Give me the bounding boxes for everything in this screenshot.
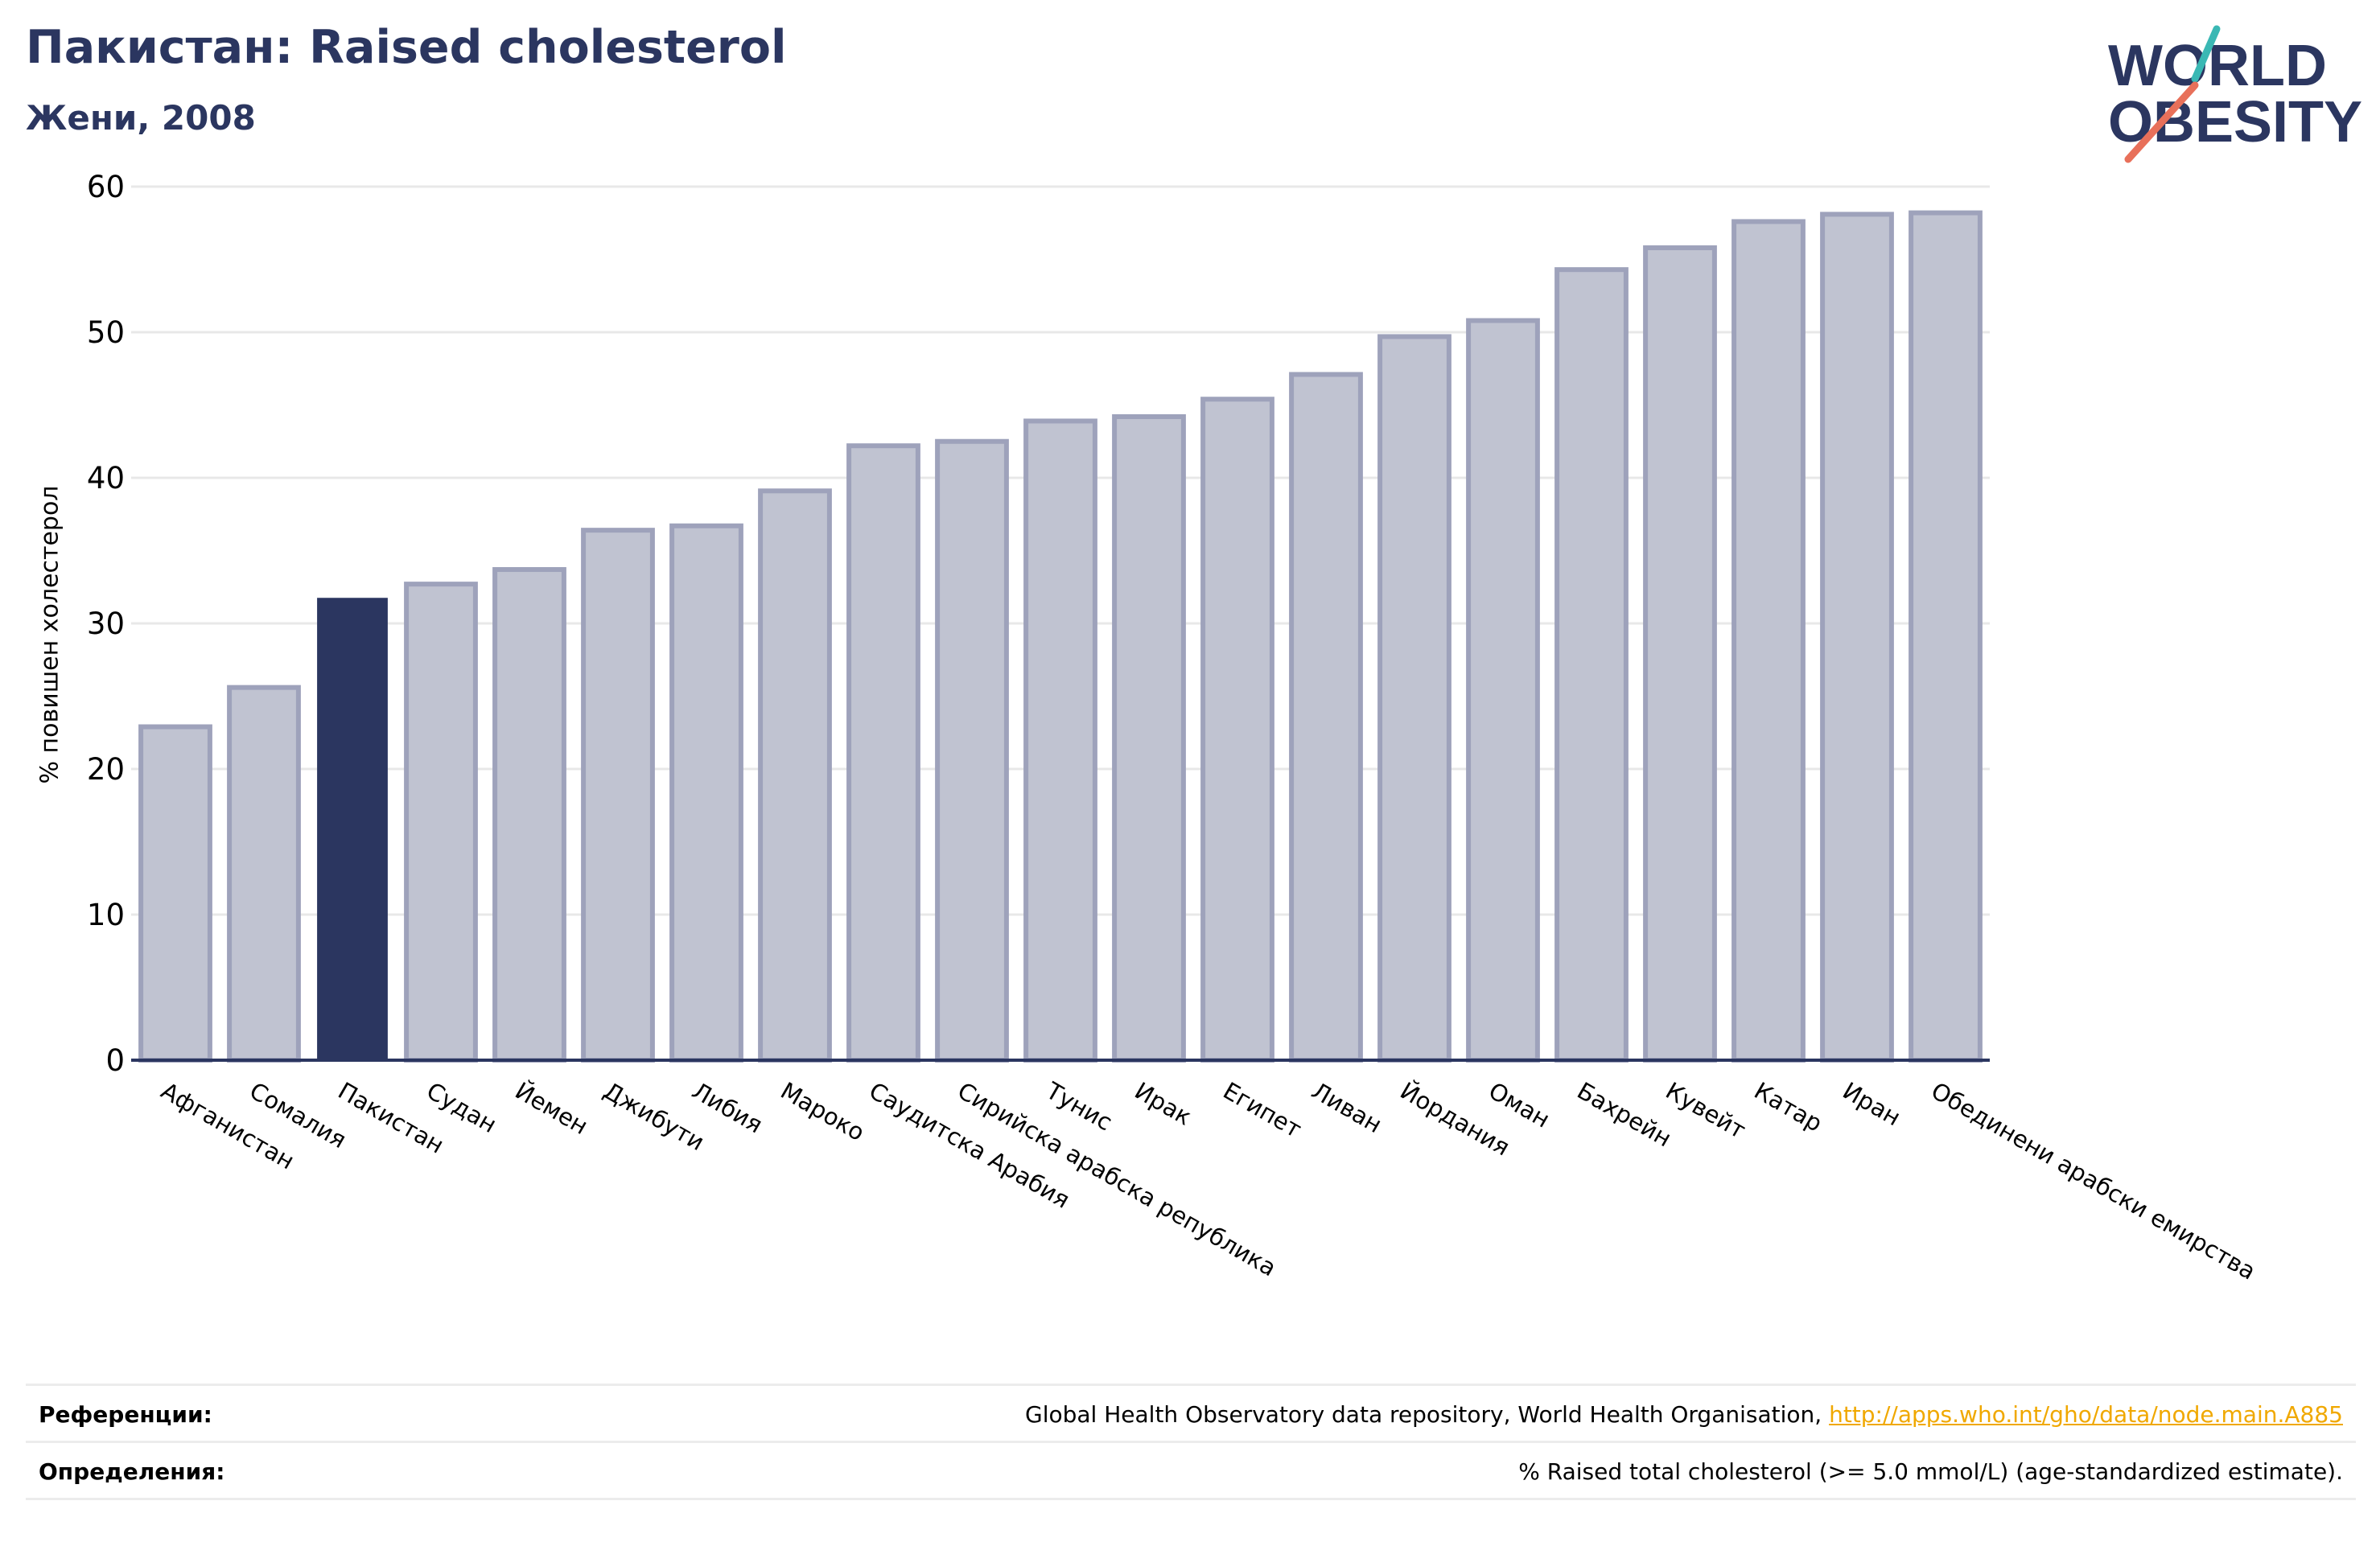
y-axis-label: % повишен холестерол (35, 485, 64, 784)
page-title: Пакистан: Raised cholesterol (26, 21, 787, 74)
bar-2 (227, 685, 301, 1063)
logo-line2: OBESITY (2108, 90, 2362, 154)
y-tick-label: 30 (87, 607, 125, 641)
references-label: Референции: (39, 1401, 212, 1428)
bar-17 (1554, 267, 1629, 1063)
x-tick-label: Мароко (776, 1077, 870, 1147)
x-tick-label: Катар (1750, 1077, 1827, 1137)
definitions-label: Определения: (39, 1458, 225, 1485)
world-obesity-logo: WORLD OBESITY (2108, 25, 2362, 163)
y-tick-label: 50 (87, 315, 125, 350)
logo-slash-teal (2191, 25, 2221, 83)
references-value: Global Health Observatory data repositor… (1025, 1401, 2343, 1428)
bar-6 (581, 528, 655, 1063)
bar-20 (1820, 212, 1894, 1063)
bar-chart: 0 10 20 30 40 50 60 АфганистанСомалияПакистанС… (87, 170, 2261, 1285)
bar-13 (1200, 397, 1274, 1063)
bar-19 (1731, 219, 1806, 1063)
x-tick-label: Кувейт (1661, 1077, 1751, 1145)
x-tick-label: Джибути (599, 1077, 710, 1157)
definitions-value: % Raised total cholesterol (>= 5.0 mmol/… (1518, 1458, 2343, 1485)
x-tick-label: Бахрейн (1573, 1077, 1677, 1153)
bar-14 (1289, 372, 1363, 1063)
y-tick-labels: 0 10 20 30 40 50 60 (87, 170, 125, 1078)
bar-3 (317, 598, 388, 1061)
references-link[interactable]: http://apps.who.int/gho/data/node.main.A… (1829, 1401, 2343, 1428)
bar-18 (1643, 245, 1717, 1063)
footer-divider-middle (26, 1441, 2356, 1443)
footer-divider-top (26, 1384, 2356, 1386)
x-tick-label: Оман (1484, 1077, 1555, 1133)
bar-7 (669, 523, 743, 1063)
logo-slash-coral (2124, 81, 2199, 163)
bar-10 (935, 438, 1009, 1063)
bar-15 (1377, 334, 1451, 1063)
x-tick-label: Йемен (511, 1077, 593, 1141)
y-tick-label: 40 (87, 461, 125, 495)
y-tick-label: 10 (87, 898, 125, 932)
logo-line1: WORLD (2108, 34, 2327, 98)
x-tick-label: Обединени арабски емирства (1927, 1077, 2261, 1285)
bar-9 (846, 443, 920, 1063)
y-tick-label: 60 (87, 170, 125, 204)
references-text: Global Health Observatory data repositor… (1025, 1401, 1830, 1428)
y-tick-label: 0 (105, 1043, 125, 1078)
bar-21 (1909, 210, 1983, 1063)
footer-divider-bottom (26, 1498, 2356, 1500)
x-tick-label: Иран (1839, 1077, 1906, 1132)
bar-12 (1112, 413, 1186, 1063)
bar-11 (1023, 418, 1097, 1063)
x-tick-label: Ирак (1130, 1077, 1196, 1131)
bars (138, 210, 1983, 1063)
page-subtitle: Жени, 2008 (26, 98, 256, 138)
bar-5 (492, 567, 566, 1063)
bar-1 (138, 724, 212, 1063)
x-tick-label: Ливан (1307, 1077, 1387, 1139)
x-tick-label: Египет (1219, 1077, 1307, 1144)
y-tick-label: 20 (87, 752, 125, 787)
bar-16 (1466, 318, 1540, 1063)
bar-8 (758, 488, 832, 1063)
bar-4 (404, 582, 478, 1063)
